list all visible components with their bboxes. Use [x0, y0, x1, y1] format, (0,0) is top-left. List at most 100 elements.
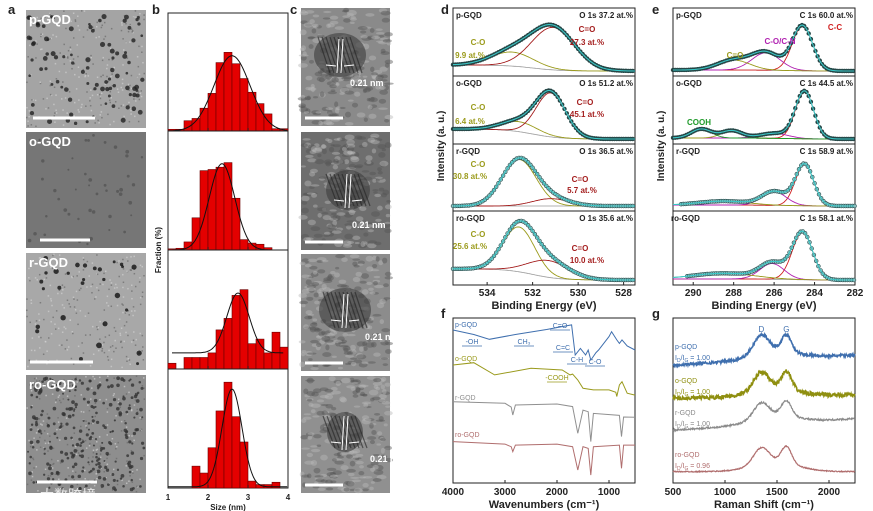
texture: [312, 25, 319, 29]
speckle: [132, 472, 134, 474]
nanoparticle-dot: [84, 138, 88, 142]
texture: [325, 479, 333, 485]
speckle: [106, 457, 108, 460]
speckle: [111, 437, 114, 440]
texture: [363, 405, 372, 409]
texture: [355, 488, 360, 492]
nanoparticle-dot: [87, 138, 90, 142]
texture: [367, 35, 376, 40]
speckle: [106, 64, 109, 66]
speckle: [94, 122, 96, 124]
nanoparticle-dot: [130, 451, 135, 455]
texture: [327, 112, 333, 116]
speckle: [130, 108, 132, 110]
texture: [313, 280, 323, 285]
texture: [319, 395, 329, 399]
texture: [378, 454, 388, 459]
speckle: [75, 88, 78, 90]
speckle: [71, 67, 73, 70]
texture: [374, 241, 382, 246]
nanoparticle-dot: [63, 208, 68, 212]
hrtem-image-p-GQD: 0.21 nm: [297, 7, 394, 126]
texture: [375, 419, 386, 422]
speckle: [111, 345, 114, 347]
speckle: [120, 29, 123, 32]
nanoparticle-dot: [87, 428, 90, 431]
lattice-fringe: [329, 36, 343, 74]
speckle: [27, 120, 29, 122]
texture: [336, 137, 343, 141]
speckle: [26, 81, 28, 84]
texture: [312, 23, 319, 28]
texture: [363, 117, 368, 122]
texture: [308, 287, 315, 293]
speckle: [34, 323, 37, 325]
texture: [320, 77, 327, 82]
nanoparticle-dot: [139, 485, 142, 488]
nanoparticle-dot: [60, 85, 64, 89]
texture: [378, 107, 388, 110]
texture: [366, 281, 373, 286]
x-axis-label: Size (nm): [210, 503, 246, 511]
speckle: [105, 398, 108, 401]
texture: [350, 156, 360, 163]
speckle: [61, 490, 63, 493]
texture: [320, 454, 328, 461]
nanoparticle-dot: [82, 419, 85, 422]
texture: [360, 391, 366, 396]
texture: [361, 361, 369, 365]
speckle: [100, 104, 102, 106]
texture: [373, 69, 383, 75]
texture: [304, 180, 312, 187]
texture: [338, 149, 346, 155]
nanoparticle-dot: [27, 15, 32, 20]
nanoparticle-dot: [94, 437, 98, 441]
texture: [370, 133, 380, 139]
speckle: [103, 38, 105, 40]
ratio-part: =: [688, 463, 696, 470]
speckle: [90, 54, 92, 57]
texture: [302, 51, 307, 57]
texture: [343, 351, 354, 355]
histogram-bar: [239, 239, 249, 251]
texture: [386, 200, 391, 203]
nanoparticle-dot: [109, 48, 115, 54]
texture: [329, 209, 337, 212]
speckle: [125, 22, 127, 25]
nanoparticle-dot: [103, 459, 106, 462]
nanoparticle-dot: [116, 479, 119, 482]
speckle: [139, 296, 142, 299]
texture: [310, 403, 321, 408]
speckle: [65, 417, 68, 419]
texture: [379, 89, 389, 95]
texture: [369, 171, 377, 176]
nanoparticle-dot: [97, 475, 102, 480]
texture: [376, 302, 385, 309]
texture: [380, 48, 386, 54]
speckle: [112, 468, 115, 471]
nanoparticle-dot: [67, 168, 70, 171]
speckle: [33, 467, 35, 469]
speckle: [114, 330, 117, 332]
speckle: [50, 458, 53, 461]
texture: [332, 470, 342, 475]
xps-frame: [452, 7, 636, 286]
texture: [299, 47, 305, 51]
speckle: [101, 347, 104, 350]
texture: [376, 178, 386, 183]
texture: [330, 144, 335, 147]
texture: [310, 226, 321, 232]
nanoparticle-dot: [44, 67, 48, 71]
nanoparticle-dot: [124, 422, 127, 425]
speckle: [122, 311, 124, 314]
texture: [342, 15, 351, 18]
texture: [313, 204, 318, 208]
intensity-ratio-label: ID/IG = 1.00: [675, 421, 710, 430]
speckle: [67, 57, 69, 59]
texture: [333, 82, 339, 86]
texture: [323, 234, 331, 237]
texture: [330, 212, 340, 216]
speckle: [113, 120, 115, 123]
nanoparticle-dot: [88, 178, 93, 182]
speckle: [80, 394, 83, 396]
